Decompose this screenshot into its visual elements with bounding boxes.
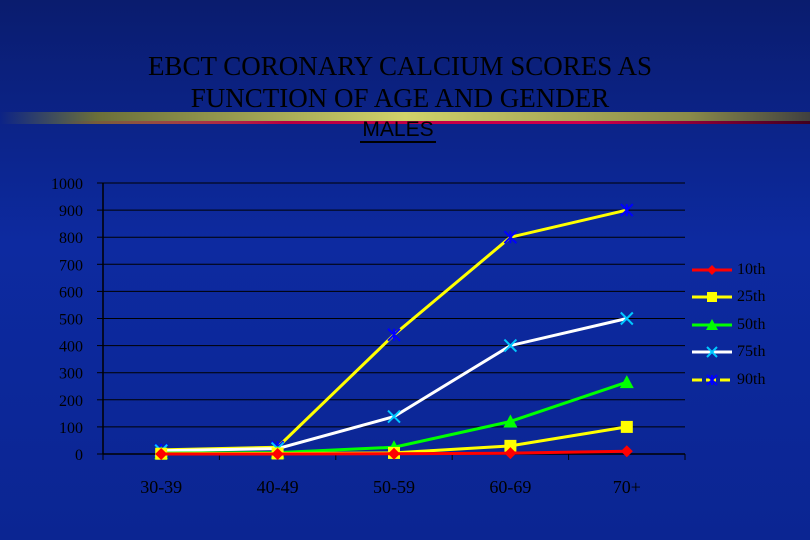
legend-key-75th bbox=[692, 346, 732, 358]
x-tick-label: 40-49 bbox=[257, 477, 299, 497]
y-tick-label: 800 bbox=[59, 230, 83, 247]
legend-marker bbox=[706, 346, 718, 358]
data-point-10th bbox=[155, 448, 168, 460]
legend-key-10th bbox=[692, 264, 732, 275]
x-tick-label: 60-69 bbox=[489, 477, 531, 497]
legend-item-25th: 25th bbox=[690, 284, 790, 312]
chart-legend: 10th 25th 50th 75th 90th bbox=[690, 256, 790, 394]
legend-label: 90th bbox=[737, 370, 766, 388]
legend-item-90th: 90th bbox=[690, 366, 790, 394]
legend-label: 50th bbox=[737, 315, 766, 333]
data-point-10th bbox=[620, 445, 633, 458]
legend-key-25th bbox=[692, 292, 732, 303]
y-tick-label: 500 bbox=[59, 312, 83, 329]
data-point-50th bbox=[619, 375, 634, 389]
legend-item-50th: 50th bbox=[690, 311, 790, 339]
y-tick-label: 700 bbox=[59, 257, 83, 274]
data-point-25th bbox=[620, 420, 633, 433]
data-point-10th bbox=[388, 447, 400, 460]
legend-item-10th: 10th bbox=[690, 256, 790, 284]
x-tick-label: 70+ bbox=[613, 477, 641, 497]
x-tick-label: 30-39 bbox=[140, 477, 182, 497]
legend-label: 75th bbox=[737, 343, 766, 361]
legend-marker bbox=[707, 292, 717, 303]
title-divider bbox=[0, 112, 810, 124]
data-point-10th bbox=[504, 447, 517, 460]
data-point-50th bbox=[503, 414, 518, 428]
legend-label: 10th bbox=[737, 260, 766, 278]
subtitle-text: MALES bbox=[360, 118, 436, 143]
data-point-75th bbox=[503, 338, 518, 353]
x-tick-label: 50-59 bbox=[373, 477, 415, 497]
data-point-75th bbox=[387, 409, 401, 424]
data-point-90th bbox=[620, 203, 634, 217]
data-point-10th bbox=[271, 448, 284, 460]
legend-key-50th bbox=[692, 318, 732, 330]
chart-subtitle: MALES bbox=[0, 118, 796, 143]
y-tick-label: 200 bbox=[59, 393, 83, 410]
chart-title-line-1: EBCT CORONARY CALCIUM SCORES AS bbox=[147, 51, 653, 81]
y-tick-label: 400 bbox=[59, 339, 83, 356]
legend-marker bbox=[707, 264, 717, 275]
y-tick-label: 900 bbox=[59, 203, 83, 220]
y-tick-label: 1000 bbox=[51, 176, 83, 193]
data-point-75th bbox=[620, 311, 634, 326]
y-tick-label: 0 bbox=[75, 447, 83, 464]
data-point-25th bbox=[504, 439, 517, 452]
legend-marker bbox=[706, 374, 718, 386]
legend-item-75th: 75th bbox=[690, 339, 790, 367]
data-point-90th bbox=[503, 230, 518, 244]
y-tick-label: 300 bbox=[59, 366, 83, 383]
data-point-90th bbox=[387, 328, 401, 342]
legend-key-90th bbox=[692, 374, 732, 386]
chart-title-line-2: FUNCTION OF AGE AND GENDER bbox=[190, 83, 610, 113]
legend-marker bbox=[706, 318, 718, 330]
y-tick-label: 600 bbox=[59, 284, 83, 301]
y-tick-label: 100 bbox=[59, 420, 83, 437]
chart-title: EBCT CORONARY CALCIUM SCORES AS FUNCTION… bbox=[0, 50, 800, 114]
legend-label: 25th bbox=[737, 288, 766, 306]
